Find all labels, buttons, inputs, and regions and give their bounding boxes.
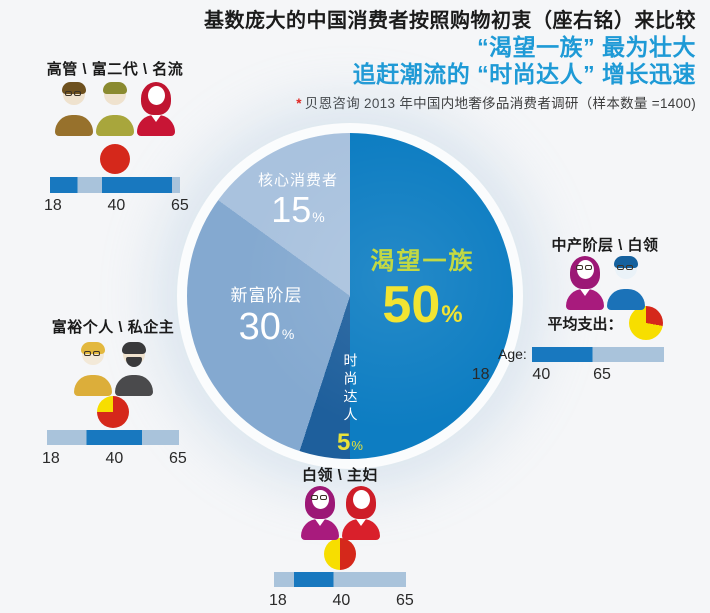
age-range-bar <box>50 177 180 193</box>
group-wealthy-individuals: 富裕个人 \ 私企主 18 40 65 <box>30 316 196 488</box>
pie-slice-label-new-rich: 新富阶层 30% <box>199 285 334 355</box>
slice-value: 30% <box>238 306 295 348</box>
subtitle-line2: 追赶潮流的 “时尚达人” 增长迅速 <box>352 61 696 87</box>
tick-18: 18 <box>471 366 490 383</box>
asterisk-mark: * <box>296 96 302 111</box>
age-range-bar <box>531 346 664 362</box>
age-axis-ticks: 18 40 65 <box>268 592 414 610</box>
age-row: Age: <box>498 346 664 362</box>
tick-40: 40 <box>332 592 351 609</box>
tick-65: 65 <box>168 450 187 467</box>
man-glasses-icon <box>73 342 112 396</box>
group-label: 高管 \ 富二代 \ 名流 <box>46 61 184 78</box>
tick-40: 40 <box>532 366 551 383</box>
man-glasses-icon <box>55 82 93 136</box>
tick-18: 18 <box>268 592 287 609</box>
spend-pie-icon <box>628 306 663 340</box>
group-label: 白领 \ 主妇 <box>301 467 378 484</box>
group-whitecollar-housewives: 白领 \ 主妇 18 40 65 <box>268 464 414 613</box>
group-middleclass: 中产阶层 \ 白领 平均支出： <box>535 234 675 344</box>
average-spend-row: 平均支出： <box>535 306 675 340</box>
slice-name: 渴望一族 <box>370 248 475 275</box>
age-range-bar <box>47 430 179 445</box>
woman-icon <box>341 486 380 540</box>
header: 基数庞大的中国消费者按照购物初衷（座右铭）来比较 “渴望一族” 最为壮大 追赶潮… <box>116 8 696 112</box>
source-note-text: 贝恩咨询 2013 年中国内地奢侈品消费者调研（样本数量 =1400) <box>304 96 696 111</box>
average-spend-label: 平均支出： <box>547 315 623 333</box>
pie-slice-label-fashionistas: 时尚达人 5% <box>333 351 367 459</box>
age-range-bar <box>274 572 406 587</box>
woman-icon <box>137 82 175 136</box>
slice-name: 时尚达人 <box>342 353 359 425</box>
man-icon <box>96 82 134 136</box>
slice-name: 核心消费者 <box>257 172 338 189</box>
slice-value: 15% <box>271 189 325 230</box>
group-label: 中产阶层 \ 白领 <box>551 237 659 254</box>
tick-65: 65 <box>395 592 414 609</box>
age-axis-ticks: 18 40 65 <box>471 366 611 384</box>
group-executives: 高管 \ 富二代 \ 名流 18 40 65 <box>36 52 194 218</box>
group-person-icons <box>36 82 194 136</box>
spend-pie-icon <box>100 144 130 174</box>
woman-glasses-icon <box>565 256 604 310</box>
slice-value: 5% <box>337 429 363 456</box>
woman-glasses-icon <box>300 486 339 540</box>
slice-value: 50% <box>382 276 463 334</box>
source-note: * 贝恩咨询 2013 年中国内地奢侈品消费者调研（样本数量 =1400) <box>116 92 696 112</box>
age-label: Age: <box>498 346 527 362</box>
tick-65: 65 <box>593 366 611 383</box>
group-person-icons <box>272 486 408 540</box>
tick-40: 40 <box>107 197 126 214</box>
subtitle-line1: “渴望一族” 最为壮大 <box>477 34 696 60</box>
page-title: 基数庞大的中国消费者按照购物初衷（座右铭）来比较 <box>204 10 696 32</box>
pie-slice-label-aspirers: 渴望一族 50% <box>355 247 490 343</box>
tick-40: 40 <box>105 450 124 467</box>
man-glasses-icon <box>606 256 645 310</box>
tick-18: 18 <box>41 450 60 467</box>
tick-65: 65 <box>170 197 189 214</box>
age-axis-ticks: 18 40 65 <box>41 450 187 468</box>
pie-slice-label-core-consumers: 核心消费者 15% <box>233 171 363 237</box>
tick-18: 18 <box>43 197 62 214</box>
consumer-segments-pie-chart: 核心消费者 15% 新富阶层 30% 渴望一族 50% 时尚达人 5% <box>187 133 513 459</box>
group-person-icons <box>30 342 196 396</box>
group-label: 富裕个人 \ 私企主 <box>51 319 175 336</box>
age-axis-ticks: 18 40 65 <box>43 197 189 215</box>
man-beard-icon <box>114 342 153 396</box>
slice-name: 新富阶层 <box>230 286 303 305</box>
group-person-icons <box>535 256 675 310</box>
spend-pie-icon <box>324 538 356 570</box>
spend-pie-icon <box>97 396 129 428</box>
